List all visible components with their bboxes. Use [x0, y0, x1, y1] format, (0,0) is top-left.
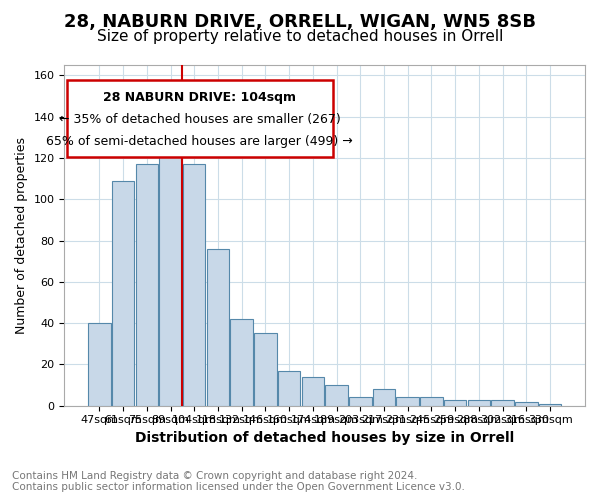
Bar	[159, 142, 182, 406]
Bar	[491, 400, 514, 406]
Bar	[112, 180, 134, 406]
Bar	[230, 319, 253, 406]
Bar	[183, 164, 205, 406]
Text: ← 35% of detached houses are smaller (267): ← 35% of detached houses are smaller (26…	[59, 112, 341, 126]
Text: 28, NABURN DRIVE, ORRELL, WIGAN, WN5 8SB: 28, NABURN DRIVE, ORRELL, WIGAN, WN5 8SB	[64, 12, 536, 30]
Bar	[349, 398, 371, 406]
Text: 65% of semi-detached houses are larger (499) →: 65% of semi-detached houses are larger (…	[46, 135, 353, 148]
Bar	[373, 389, 395, 406]
Text: 28 NABURN DRIVE: 104sqm: 28 NABURN DRIVE: 104sqm	[103, 90, 296, 104]
Bar	[467, 400, 490, 406]
Text: Contains HM Land Registry data © Crown copyright and database right 2024.
Contai: Contains HM Land Registry data © Crown c…	[12, 471, 465, 492]
Bar	[515, 402, 538, 406]
Bar	[444, 400, 466, 406]
Bar	[539, 404, 562, 406]
FancyBboxPatch shape	[67, 80, 332, 157]
Bar	[136, 164, 158, 406]
Y-axis label: Number of detached properties: Number of detached properties	[15, 137, 28, 334]
Bar	[254, 334, 277, 406]
Bar	[325, 385, 348, 406]
Bar	[420, 398, 443, 406]
Bar	[88, 323, 110, 406]
Text: Size of property relative to detached houses in Orrell: Size of property relative to detached ho…	[97, 29, 503, 44]
Bar	[206, 249, 229, 406]
Bar	[302, 377, 324, 406]
X-axis label: Distribution of detached houses by size in Orrell: Distribution of detached houses by size …	[135, 431, 514, 445]
Bar	[278, 370, 301, 406]
Bar	[397, 398, 419, 406]
